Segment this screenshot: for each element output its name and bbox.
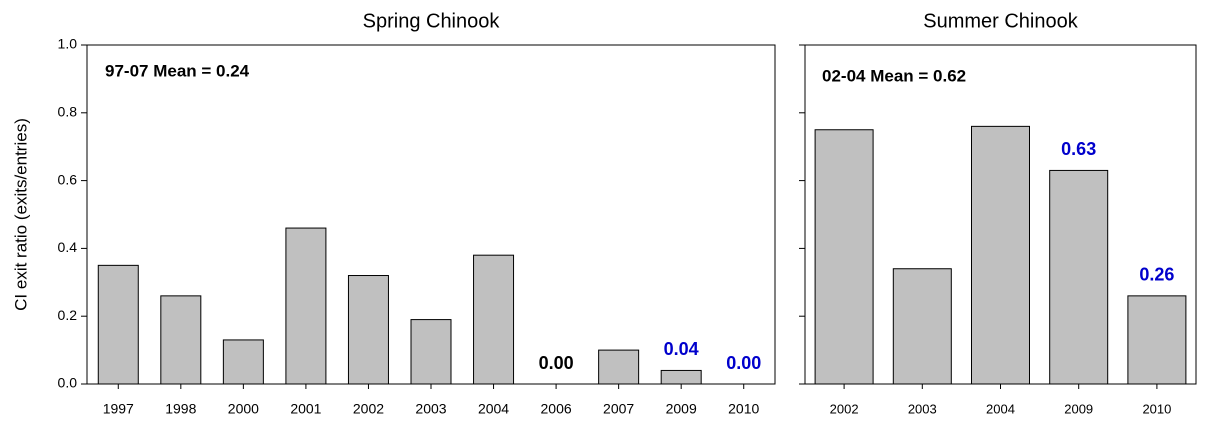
bar xyxy=(347,275,389,385)
x-tick-label: 2007 xyxy=(603,401,634,417)
x-tick-label: 2002 xyxy=(830,401,859,416)
bar xyxy=(971,125,1030,385)
x-tick-label: 2000 xyxy=(228,401,259,417)
y-tick-label: 0.6 xyxy=(58,171,78,187)
x-tick-label: 2006 xyxy=(541,401,572,417)
x-tick-label: 2004 xyxy=(478,401,509,417)
bar xyxy=(814,129,874,385)
value-label: 0.00 xyxy=(539,353,574,373)
annotation: 02-04 Mean = 0.62 xyxy=(822,66,966,85)
y-tick-label: 0.0 xyxy=(58,375,78,391)
y-tick-label: 1.0 xyxy=(58,36,78,52)
x-tick-label: 1998 xyxy=(165,401,196,417)
y-tick-label: 0.2 xyxy=(58,307,78,323)
y-axis-label: CI exit ratio (exits/entries) xyxy=(11,118,30,311)
bar xyxy=(1049,169,1109,385)
bar xyxy=(222,339,264,385)
y-tick-label: 0.4 xyxy=(58,239,78,255)
x-tick-label: 2010 xyxy=(728,401,759,417)
bar xyxy=(410,319,452,385)
x-tick-label: 2003 xyxy=(415,401,446,417)
bar xyxy=(473,254,515,385)
x-tick-label: 2009 xyxy=(666,401,697,417)
y-tick-label: 0.8 xyxy=(58,104,78,120)
x-tick-label: 2009 xyxy=(1064,401,1093,416)
x-tick-label: 2002 xyxy=(353,401,384,417)
bar xyxy=(97,264,139,385)
value-label: 0.63 xyxy=(1061,139,1096,159)
bar xyxy=(892,268,952,385)
bar xyxy=(160,295,202,385)
bar xyxy=(1127,295,1187,385)
x-tick-label: 2004 xyxy=(986,401,1015,416)
bar xyxy=(285,227,327,385)
value-label: 0.00 xyxy=(726,353,761,373)
value-label: 0.26 xyxy=(1139,265,1174,285)
x-tick-label: 2010 xyxy=(1142,401,1171,416)
x-tick-label: 2001 xyxy=(290,401,321,417)
x-tick-label: 1997 xyxy=(103,401,134,417)
bar xyxy=(660,369,702,385)
chart-title: Summer Chinook xyxy=(923,10,1079,32)
x-tick-label: 2003 xyxy=(908,401,937,416)
bar xyxy=(598,349,640,385)
chart-title: Spring Chinook xyxy=(363,10,501,32)
annotation: 97-07 Mean = 0.24 xyxy=(105,61,250,80)
value-label: 0.04 xyxy=(664,339,699,359)
